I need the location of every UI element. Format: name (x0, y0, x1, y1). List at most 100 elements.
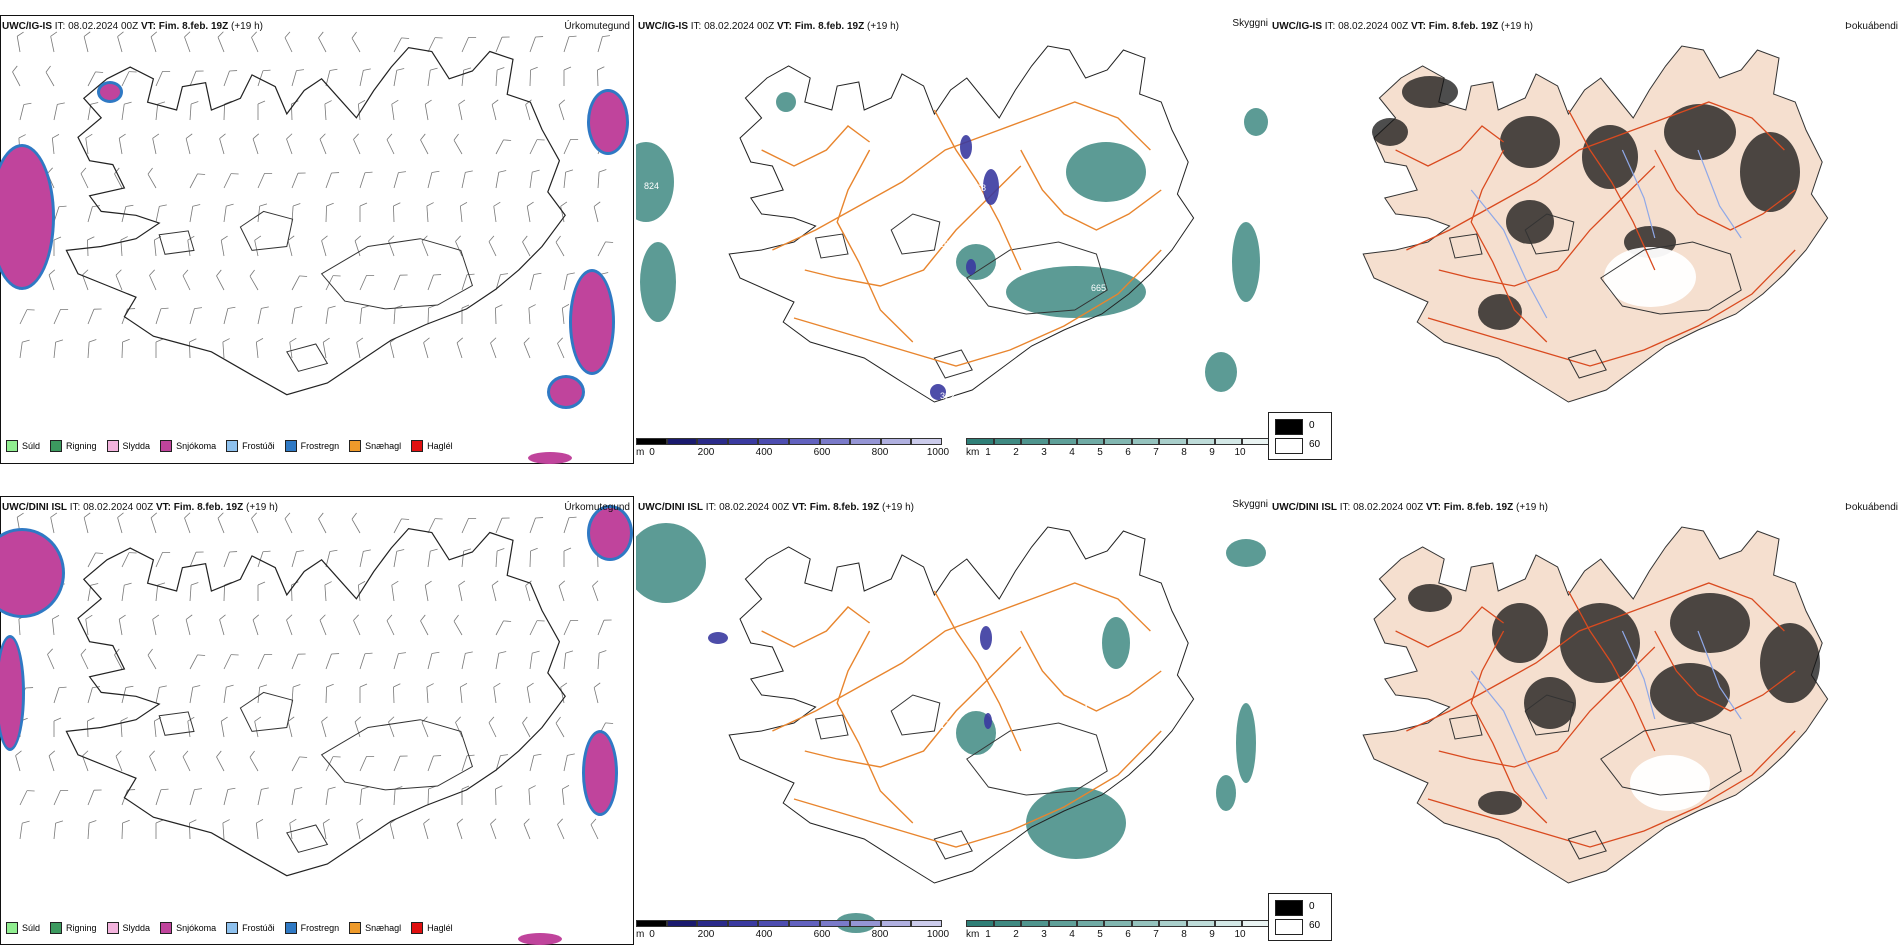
wind-barb-staff (87, 823, 90, 840)
wind-barb (155, 338, 164, 358)
wind-barb-feather (433, 755, 442, 757)
wind-barb-feather (532, 169, 540, 173)
wind-barb-staff (83, 36, 89, 53)
wind-barb (219, 614, 226, 636)
wind-barb-staff (325, 172, 332, 189)
wind-barb-feather (55, 339, 64, 343)
wind-barb-feather (493, 201, 501, 207)
wind-barb-staff (257, 789, 262, 806)
wind-barb (321, 235, 328, 257)
fog-index-high-area (1506, 200, 1554, 244)
wind-barb-staff (393, 37, 402, 53)
wind-barb (458, 99, 466, 121)
wind-barb-staff (187, 240, 191, 257)
precip-legend-label: Snjókoma (176, 441, 217, 451)
colorbar-segment (1242, 920, 1270, 927)
colorbar-tick: 1 (985, 929, 991, 940)
wind-barb (50, 31, 58, 53)
wind-barb-feather (528, 785, 536, 790)
wind-barb (495, 36, 510, 53)
glacier-outline (933, 349, 973, 379)
fog-legend-label-0: 0 (1309, 420, 1315, 431)
wind-barb-staff (252, 619, 259, 636)
wind-barb-staff (249, 756, 259, 772)
wind-barb-feather (152, 614, 160, 620)
wind-barb-feather (321, 716, 328, 722)
wind-barb-feather (160, 788, 169, 791)
wind-barb-feather (162, 70, 171, 72)
wind-barb-staff (117, 36, 123, 53)
wind-barb (51, 615, 60, 636)
wind-barb-feather (557, 337, 563, 344)
wind-barb-feather (353, 614, 359, 621)
wind-barb (182, 269, 191, 291)
wind-barb (490, 818, 497, 840)
wind-barb-staff (87, 206, 93, 223)
wind-barb-staff (223, 308, 229, 325)
wind-barb (529, 272, 542, 291)
road-line (1427, 249, 1796, 367)
wind-barb-feather (114, 167, 120, 175)
wind-barb (150, 31, 158, 53)
wind-barb-feather (264, 653, 273, 655)
wind-barb (423, 818, 430, 840)
wind-barb (291, 653, 306, 670)
wind-barb-staff (526, 687, 531, 704)
wind-barb-staff (53, 309, 61, 325)
wind-barb-feather (257, 581, 266, 586)
wind-barb-staff (189, 789, 195, 806)
wind-barb (223, 787, 236, 806)
wind-barb-feather (226, 684, 234, 688)
wind-barb-feather (115, 750, 122, 757)
wind-barb-feather (124, 582, 132, 586)
wind-barb-feather (157, 582, 166, 586)
wind-barb-staff (427, 653, 433, 670)
precip-legend-label: Snæhagl (365, 441, 402, 451)
wind-barb-feather (398, 171, 407, 174)
wind-barb-feather (190, 582, 199, 586)
wind-barb-staff (427, 37, 436, 53)
wind-barb (359, 68, 371, 87)
colorbar-segment (1131, 920, 1160, 927)
wind-barb-staff (351, 518, 361, 534)
glacier-outline (1567, 349, 1607, 379)
wind-barb-staff (289, 342, 293, 359)
wind-barb-feather (593, 201, 601, 207)
wind-barb-staff (495, 755, 501, 772)
wind-barb-feather (287, 716, 295, 722)
wind-barb (359, 652, 373, 670)
wind-barb-staff (47, 654, 55, 670)
wind-barb (222, 819, 230, 840)
wind-barb-staff (563, 653, 567, 670)
glacier-outline (814, 714, 849, 740)
wind-barb (118, 614, 126, 636)
wind-barb (149, 269, 157, 291)
colorbar-tick: 200 (697, 929, 715, 940)
precip-legend-label: Frostúði (242, 923, 275, 933)
colorbar-segment (911, 438, 942, 445)
colorbar-segment (697, 920, 728, 927)
wind-barb-staff (495, 70, 498, 87)
wind-barb (223, 684, 234, 704)
colorbar-segment (697, 438, 728, 445)
wind-barb (324, 581, 332, 602)
glacier-outline (286, 824, 329, 853)
wind-barb (427, 274, 442, 291)
glacier-outline (933, 830, 973, 860)
wind-barb-staff (495, 139, 504, 155)
wind-barb (563, 547, 572, 567)
wind-barb (85, 614, 93, 636)
wind-barb (47, 648, 55, 670)
wind-barb (322, 818, 330, 840)
wind-barb (423, 337, 430, 359)
colorbar-segment (1159, 920, 1188, 927)
wind-barb-staff (222, 342, 225, 359)
wind-barb (495, 304, 503, 325)
wind-barb (219, 133, 226, 155)
wind-barb-staff (458, 585, 463, 602)
wind-barb-staff (185, 138, 191, 155)
wind-barb-staff (223, 551, 230, 568)
wind-barb-feather (525, 580, 532, 586)
colorbar-tick: 400 (755, 929, 773, 940)
wind-barb-staff (393, 686, 395, 704)
